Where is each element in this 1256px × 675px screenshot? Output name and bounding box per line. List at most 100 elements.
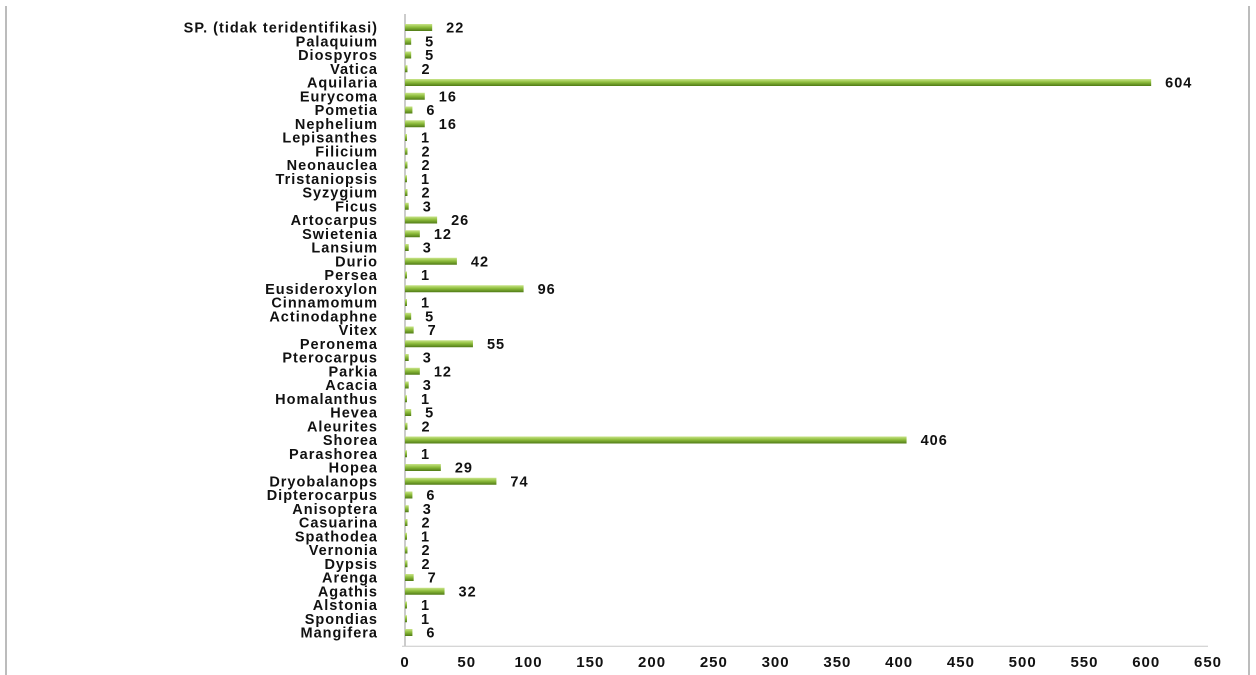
data-labels: 2255260416616122123261234219615755312315… (421, 21, 1192, 642)
data-label: 2 (421, 186, 430, 202)
x-tick-label: 550 (1070, 654, 1098, 671)
data-label: 1 (421, 612, 430, 628)
x-tick-label: 50 (457, 654, 476, 671)
data-label: 2 (421, 144, 430, 160)
data-label: 1 (421, 172, 430, 188)
category-label: Syzygium (302, 186, 378, 202)
data-label: 1 (421, 447, 430, 463)
category-label: Lansium (311, 241, 378, 257)
bar (405, 450, 407, 458)
bar (405, 546, 408, 554)
category-label: Spathodea (295, 529, 378, 545)
bar (405, 230, 420, 238)
category-label: Alstonia (313, 598, 378, 614)
bar (405, 395, 407, 403)
data-label: 6 (426, 488, 435, 504)
bar (405, 629, 413, 636)
bar (405, 505, 409, 513)
category-label: Aleurites (307, 419, 378, 435)
x-tick-label: 600 (1132, 654, 1160, 671)
category-label: Eurycoma (300, 89, 378, 105)
bar (405, 106, 413, 114)
data-label: 3 (423, 351, 432, 367)
bar (405, 285, 524, 293)
data-label: 3 (423, 199, 432, 215)
category-label: Dipterocarpus (267, 488, 378, 504)
category-label: Durio (335, 254, 378, 270)
bar (405, 147, 408, 155)
category-label: Parashorea (289, 447, 378, 463)
data-label: 32 (459, 584, 477, 600)
data-label: 2 (421, 543, 430, 559)
category-label: Peronema (300, 337, 378, 353)
bar (405, 409, 412, 416)
data-label: 16 (439, 89, 457, 105)
category-label: SP. (tidak teridentifikasi) (184, 21, 378, 37)
category-label: Pterocarpus (282, 351, 378, 367)
bar (405, 120, 425, 128)
bar (405, 367, 420, 375)
bar (405, 477, 497, 485)
data-label: 5 (425, 406, 434, 422)
data-label: 1 (421, 296, 430, 312)
bar (405, 299, 407, 306)
x-tick-label: 200 (638, 654, 666, 671)
category-label: Hevea (330, 406, 378, 422)
bar (405, 436, 907, 444)
data-label: 55 (487, 337, 505, 353)
category-label: Pometia (315, 103, 378, 119)
bar (405, 340, 473, 348)
bar (405, 92, 425, 100)
data-label: 406 (921, 433, 948, 449)
bar (405, 312, 412, 320)
data-label: 5 (425, 34, 434, 50)
data-label: 604 (1165, 76, 1192, 92)
category-label: Swietenia (302, 227, 378, 243)
bar (405, 519, 408, 526)
category-label: Nephelium (295, 117, 378, 133)
bar (405, 65, 408, 73)
category-label: Acacia (325, 378, 378, 394)
category-label: Cinnamomum (271, 296, 378, 312)
data-label: 22 (446, 21, 464, 37)
data-label: 1 (421, 268, 430, 284)
category-label: Vatica (330, 62, 378, 78)
category-label: Anisoptera (292, 502, 378, 518)
x-tick-label: 350 (823, 654, 851, 671)
data-label: 2 (421, 557, 430, 573)
data-label: 42 (471, 254, 489, 270)
category-label: Arenga (322, 571, 378, 587)
data-label: 3 (423, 378, 432, 394)
data-label: 3 (423, 502, 432, 518)
x-tick-label: 250 (700, 654, 728, 671)
data-label: 5 (425, 48, 434, 64)
category-label: Persea (324, 268, 378, 284)
x-tick-label: 500 (1009, 654, 1037, 671)
category-label: Shorea (323, 433, 378, 449)
bar (405, 161, 408, 169)
category-label: Eusideroxylon (265, 282, 378, 298)
data-label: 7 (428, 323, 437, 339)
bar (405, 37, 412, 45)
category-labels: SP. (tidak teridentifikasi)PalaquiumDios… (184, 21, 378, 642)
data-label: 2 (421, 419, 430, 435)
x-tick-label: 150 (576, 654, 604, 671)
bar (405, 574, 414, 581)
bar (405, 51, 412, 59)
bar (405, 202, 409, 210)
category-label: Diospyros (298, 48, 378, 64)
x-tick-label: 300 (762, 654, 790, 671)
axes (402, 14, 1208, 647)
x-tick-label: 450 (947, 654, 975, 671)
data-label: 74 (510, 474, 528, 490)
bar (405, 79, 1152, 86)
bar (405, 464, 441, 471)
data-label: 2 (421, 62, 430, 78)
category-label: Artocarpus (291, 213, 378, 229)
data-label: 29 (455, 461, 473, 477)
category-label: Homalanthus (275, 392, 378, 408)
x-tick-label: 100 (515, 654, 543, 671)
bar (405, 601, 407, 609)
bar (405, 491, 413, 499)
data-label: 16 (439, 117, 457, 133)
